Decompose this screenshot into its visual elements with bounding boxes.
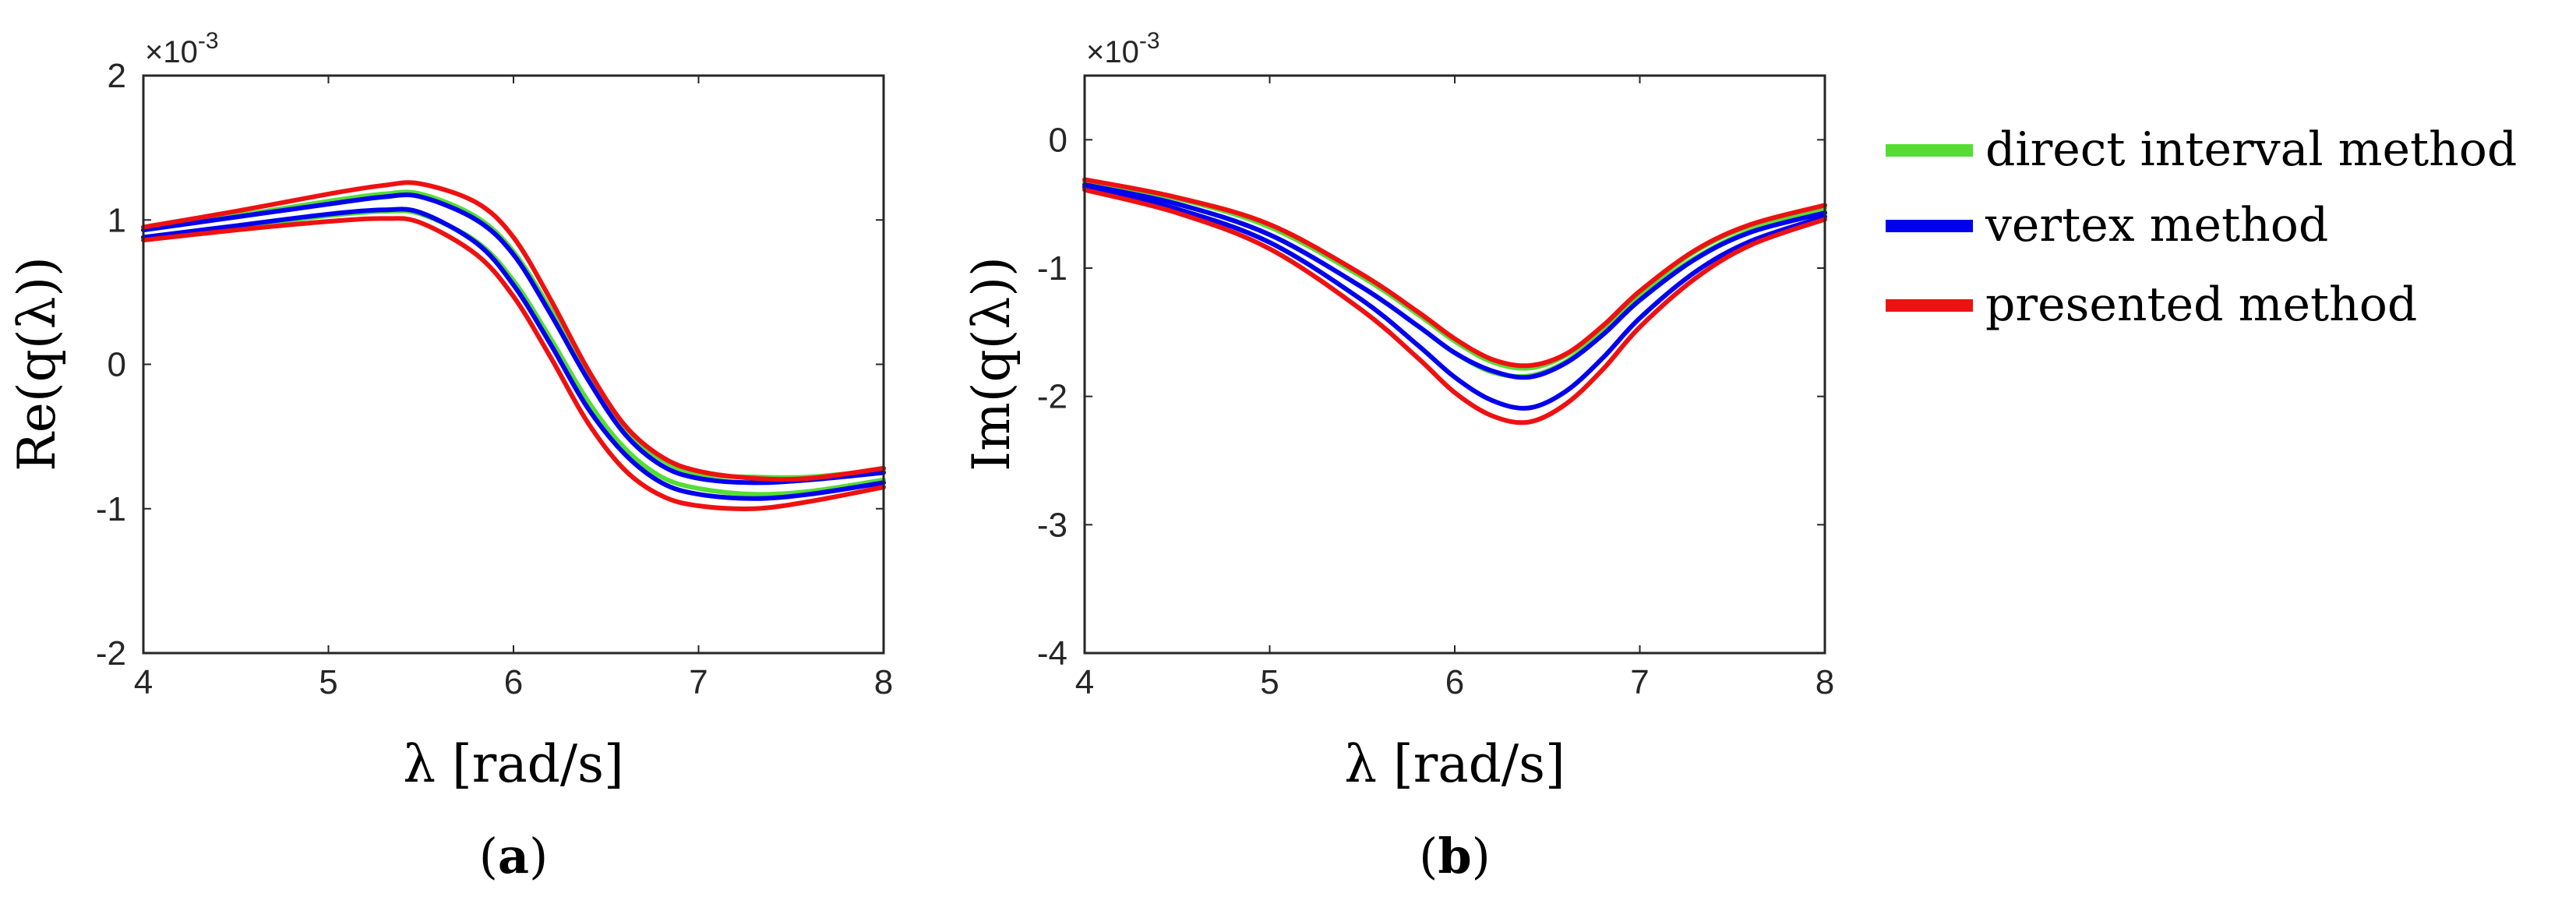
legend-label-direct-interval: direct interval method [1985, 122, 2517, 177]
plot-b-xtick-label: 5 [1260, 663, 1279, 701]
panel-b-label: (b) [1419, 828, 1491, 885]
plot-b-xtick-label: 8 [1816, 663, 1834, 701]
plot-a-ytick-label: 2 [108, 57, 126, 95]
legend-label-vertex: vertex method [1985, 198, 2328, 253]
plot-b-ytick-label: -1 [1037, 249, 1067, 288]
plot-a-exponent: ×10-3 [145, 28, 219, 69]
plot-b-ytick-label: -3 [1037, 506, 1067, 544]
plot-a-xtick-label: 4 [134, 663, 153, 701]
plot-a-ytick-label: -1 [96, 490, 126, 528]
plot-a-area: 4 5 6 7 8 -2 -1 0 1 2 [96, 57, 893, 701]
plot-a-series-vertex-method-2 [141, 207, 886, 501]
plot-a-xtick-label: 7 [689, 663, 708, 701]
plot-a-series-presented-method-5 [141, 180, 886, 482]
plot-b-exponent: ×10-3 [1086, 28, 1160, 69]
plot-b-frame [1083, 74, 1826, 655]
plot-b-ytick-label: -2 [1037, 378, 1067, 416]
plot-b-ytick-label: 0 [1049, 121, 1067, 159]
panel-a: 4 5 6 7 8 -2 -1 0 1 2 ×10-3 Re(q(λ)) λ [rad/s] (a… [7, 28, 893, 885]
plot-a-xtick-label: 6 [504, 663, 523, 701]
plot-b-xtick-label: 6 [1445, 663, 1464, 701]
plot-a-series-presented-method-4 [141, 216, 886, 512]
plot-b-ytick-label: -4 [1037, 634, 1067, 673]
plot-a-frame [142, 74, 885, 655]
plot-b-xtick-label: 4 [1075, 663, 1094, 701]
plot-a-ylabel: Re(q(λ)) [7, 256, 67, 471]
plot-a-ytick-label: -2 [96, 634, 126, 673]
plot-b-series-presented-method-4 [1082, 177, 1827, 369]
plot-a-xtick-label: 8 [874, 663, 893, 701]
plot-a-ytick-label: 1 [108, 201, 126, 239]
plot-b-xlabel: λ [rad/s] [1344, 734, 1565, 794]
plot-b-area: 4 5 6 7 8 -4 -3 -2 -1 0 [1037, 76, 1834, 701]
plot-b-ylabel: Im(q(λ)) [962, 256, 1022, 471]
plot-b-series-presented-method-5 [1082, 187, 1827, 426]
panel-a-label: (a) [479, 828, 549, 885]
legend: direct interval method vertex method pre… [1886, 122, 2517, 332]
legend-label-presented: presented method [1985, 277, 2417, 332]
plot-b-series-vertex-method-3 [1082, 185, 1827, 411]
plot-a-xtick-label: 5 [319, 663, 337, 701]
plot-a-series-vertex-method-3 [141, 192, 886, 486]
plot-a-ytick-label: 0 [108, 346, 126, 384]
panel-b: 4 5 6 7 8-4-3-2-10 ×10-3 Im(q(λ)) λ [rad/s] … [962, 28, 1834, 885]
plot-a-xlabel: λ [rad/s] [403, 734, 624, 794]
plot-b-series-vertex-method-2 [1082, 182, 1827, 380]
plot-b-xtick-label: 7 [1630, 663, 1649, 701]
